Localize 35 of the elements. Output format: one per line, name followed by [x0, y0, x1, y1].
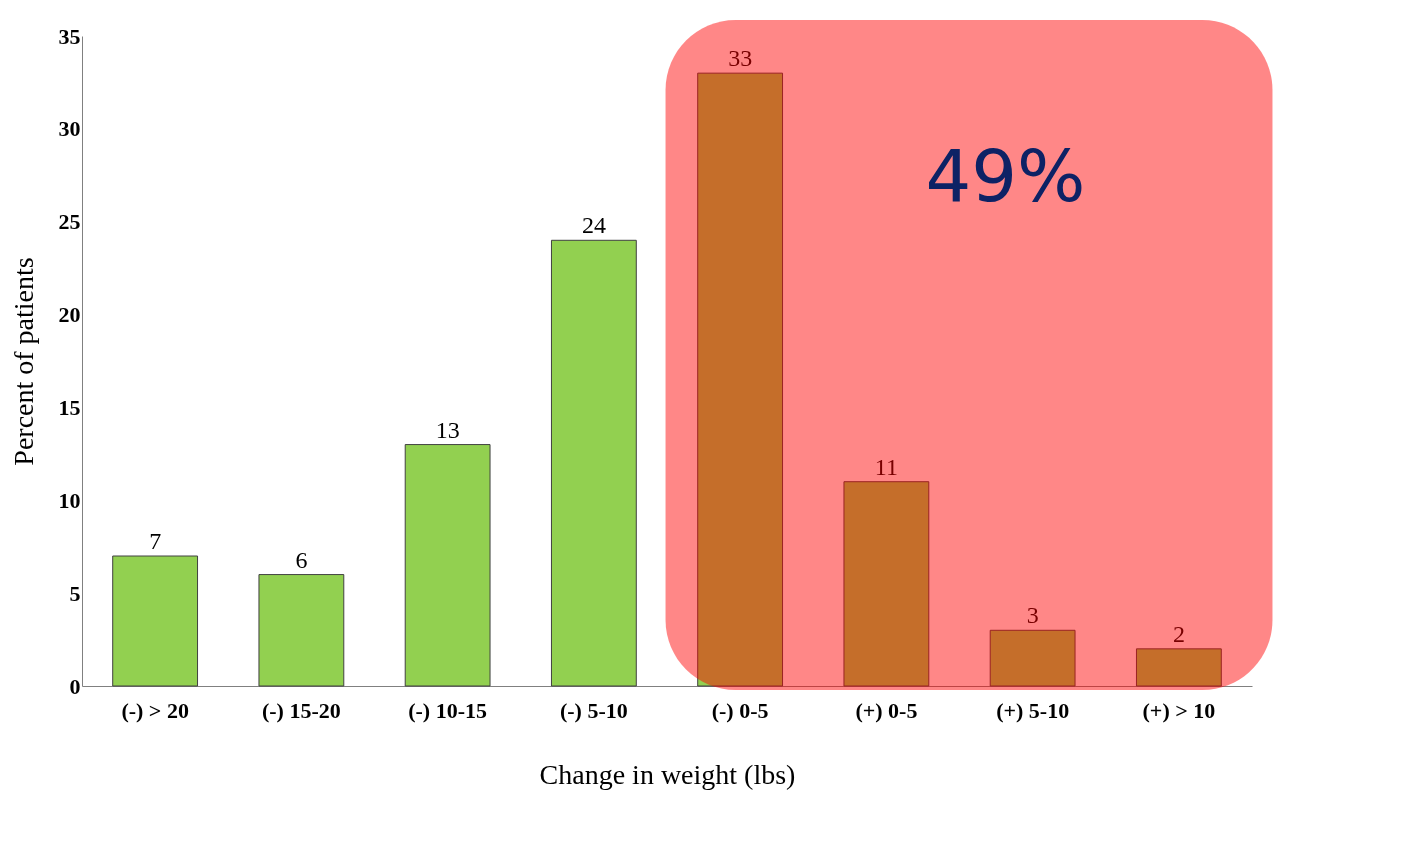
bar [1135, 648, 1222, 687]
band-label: 49% [925, 134, 1086, 218]
data-label: 7 [149, 528, 162, 554]
bar [404, 444, 491, 687]
x-tick-label: (-) 10-15 [408, 697, 488, 723]
x-tick-label: (-) 0-5 [711, 697, 769, 723]
x-tick-label: (-) > 20 [121, 697, 189, 723]
bar [697, 72, 784, 687]
y-tick-label: 15 [58, 394, 81, 420]
bar [989, 629, 1076, 687]
data-label: 24 [581, 212, 606, 239]
data-label: 11 [874, 453, 898, 480]
y-tick-label: 35 [58, 23, 81, 49]
data-label: 6 [295, 546, 308, 573]
data-label: 33 [728, 45, 753, 72]
y-tick-label: 5 [69, 580, 81, 606]
y-tick-label: 20 [58, 302, 81, 328]
x-tick-label: (+) 5-10 [996, 697, 1070, 723]
x-tick-label: (+) 0-5 [855, 697, 918, 723]
y-tick-label: 30 [58, 116, 81, 142]
bar [258, 574, 345, 687]
x-tick-label: (+) > 10 [1142, 697, 1216, 723]
bar [550, 239, 637, 687]
bar [112, 555, 199, 687]
x-tick-label: (-) 15-20 [261, 697, 341, 723]
bar [843, 481, 930, 687]
y-tick-label: 0 [69, 673, 81, 699]
y-tick-label: 25 [58, 209, 81, 235]
y-axis-title: Percent of patients [7, 257, 39, 466]
x-axis-title: Change in weight (lbs) [539, 758, 796, 790]
data-label: 3 [1026, 602, 1039, 629]
data-label: 13 [435, 416, 460, 443]
y-tick-label: 10 [58, 487, 81, 513]
data-label: 2 [1172, 620, 1185, 647]
x-tick-label: (-) 5-10 [559, 697, 628, 723]
